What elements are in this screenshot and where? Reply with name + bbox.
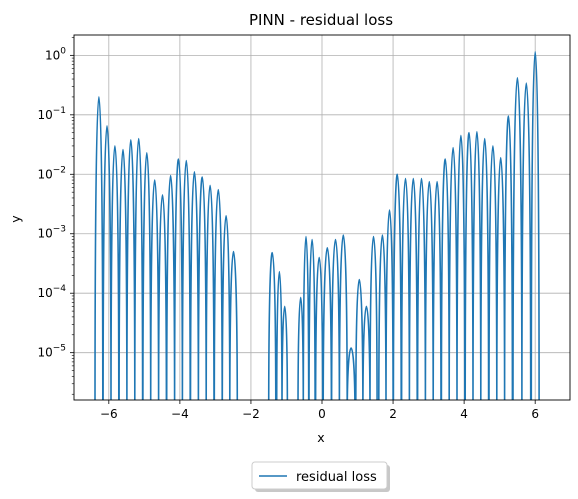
x-tick-label: 0: [318, 407, 326, 421]
x-tick-label: 4: [460, 407, 468, 421]
y-tick-label: 10−4: [37, 284, 66, 300]
x-tick-label: 6: [531, 407, 539, 421]
legend-entry-residual-loss: residual loss: [296, 470, 377, 485]
x-tick-label: 2: [389, 407, 397, 421]
chart-title: PINN - residual loss: [249, 11, 393, 29]
y-tick-label: 10−5: [37, 344, 66, 360]
legend: residual loss: [251, 461, 390, 492]
y-tick-label: 10−3: [37, 225, 66, 241]
y-axis-ticks: 10−5 10−4 10−3 10−2 10−1 100: [37, 37, 74, 395]
x-tick-label: −6: [100, 407, 118, 421]
y-axis-label: y: [8, 215, 23, 223]
plot-series: [94, 51, 540, 400]
y-tick-label: 10−2: [37, 165, 66, 181]
x-axis-label: x: [317, 430, 324, 445]
x-tick-label: −2: [242, 407, 260, 421]
x-axis-ticks: −6 −4 −2 0 2 4 6: [100, 400, 539, 421]
residual-loss-line: [94, 51, 540, 400]
x-tick-label: −4: [171, 407, 189, 421]
y-tick-label: 10−1: [37, 106, 66, 122]
y-tick-label: 100: [45, 46, 66, 62]
legend-box: [251, 461, 388, 490]
